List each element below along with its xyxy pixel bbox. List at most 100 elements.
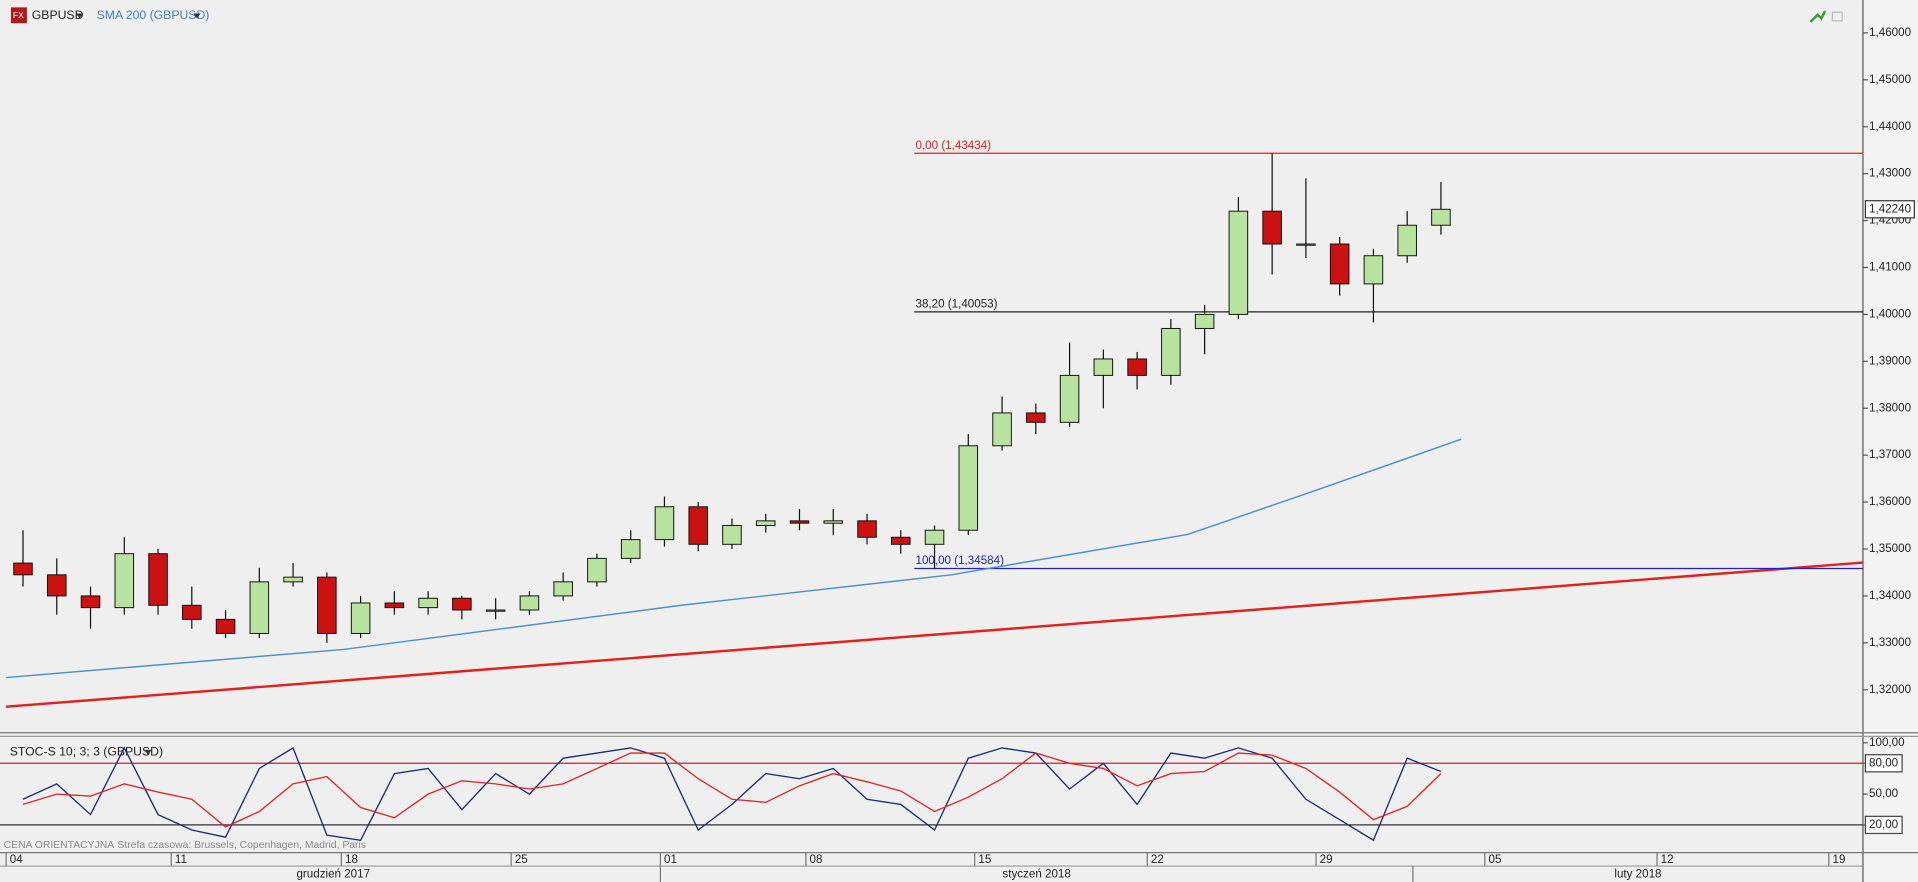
candle-body <box>46 574 67 597</box>
candle-body <box>114 553 135 609</box>
candle-body <box>587 557 607 583</box>
fx-icon-text: FX <box>13 10 24 20</box>
candle-body <box>215 618 236 634</box>
x-tick-label: 29 <box>1320 853 1333 866</box>
month-label: luty 2018 <box>1614 868 1661 881</box>
candle-body <box>283 576 303 583</box>
y-tick-label: 50,00 <box>1869 787 1898 800</box>
fib-level-label: 38,20 (1,40053) <box>916 298 998 311</box>
dropdown-arrow[interactable] <box>193 13 201 19</box>
indicator-label[interactable]: SMA 200 (GBPUSD) <box>97 8 210 22</box>
candle-body <box>80 595 101 609</box>
candle-body <box>823 520 844 524</box>
candle-body <box>1228 210 1249 315</box>
x-tick-label: 04 <box>10 853 23 866</box>
fib-level-label: 100,00 (1,34584) <box>916 554 1005 567</box>
y-tick-label: 100,00 <box>1869 736 1905 749</box>
price-axis-panel <box>1862 0 1918 882</box>
dropdown-arrow[interactable] <box>144 749 152 755</box>
candle-body <box>722 525 742 545</box>
x-tick-label: 19 <box>1833 853 1846 866</box>
y-tick-label: 1,38000 <box>1869 401 1911 414</box>
candle-body <box>620 539 641 559</box>
candle-body <box>1329 243 1350 285</box>
y-tick-label: 1,37000 <box>1869 448 1911 461</box>
candle-body <box>924 529 945 545</box>
y-tick-label: 1,46000 <box>1869 26 1911 39</box>
candle-body <box>148 553 168 606</box>
fx-icon <box>11 7 27 24</box>
candle-body <box>13 562 33 576</box>
y-tick-box <box>1864 754 1903 773</box>
candle-body <box>1161 327 1181 376</box>
candle-body <box>857 520 877 538</box>
month-label: grudzień 2017 <box>296 868 370 881</box>
x-tick-label: 08 <box>810 853 823 866</box>
candle-body <box>891 536 911 545</box>
y-tick-label: 1,44000 <box>1869 120 1911 133</box>
timezone: Strefa czasowa: Brussels, Copenhagen, Ma… <box>117 840 366 851</box>
x-tick-label: 01 <box>664 853 677 866</box>
candle-body <box>452 597 472 611</box>
window-icon[interactable] <box>1831 11 1843 22</box>
candle-body <box>519 595 540 611</box>
trend-icon[interactable] <box>1809 10 1827 23</box>
candle-body <box>1059 374 1080 423</box>
oscillator-line <box>22 746 1442 842</box>
fib-level-label: 0,00 (1,43434) <box>916 139 992 152</box>
y-tick-label: 1,35000 <box>1869 542 1911 555</box>
candle-body <box>182 604 202 620</box>
instrument[interactable]: GBPUSD <box>32 8 84 22</box>
candle-body <box>553 581 573 597</box>
candle-body <box>249 581 270 634</box>
x-tick-label: 15 <box>978 853 991 866</box>
trendline <box>6 561 1864 708</box>
dropdown-arrow[interactable] <box>75 13 84 19</box>
candle-body <box>418 597 438 609</box>
candle-body <box>1127 358 1147 376</box>
candle-body <box>654 506 675 541</box>
x-tick-label: 05 <box>1489 853 1502 866</box>
y-tick-label: 1,45000 <box>1869 73 1911 86</box>
x-tick-label: 12 <box>1661 853 1674 866</box>
y-tick-label: 20,00 <box>1869 818 1898 831</box>
y-tick-label: 1,36000 <box>1869 495 1911 508</box>
candle-body <box>992 412 1012 447</box>
x-tick-label: 18 <box>345 853 358 866</box>
price-type: CENA ORIENTACYJNA <box>4 840 115 851</box>
candle-body <box>1262 210 1282 245</box>
y-tick-label: 1,41000 <box>1869 261 1911 274</box>
candle-body <box>1363 255 1384 285</box>
oscillator-line <box>22 752 1442 828</box>
oscillator-label[interactable]: STOC-S 10; 3; 3 (GBPUSD) <box>10 745 163 759</box>
sma-line <box>6 438 1462 679</box>
last-price-label: 1,42240 <box>1869 202 1911 215</box>
y-tick-label: 1,33000 <box>1869 636 1911 649</box>
candle-body <box>384 602 405 609</box>
y-tick-label: 1,39000 <box>1869 354 1911 367</box>
candle-body <box>958 445 979 531</box>
x-tick-label: 11 <box>175 853 187 866</box>
candle-body <box>1026 412 1046 423</box>
x-tick-label: 22 <box>1151 853 1164 866</box>
candle-body <box>1397 224 1417 257</box>
y-tick-label: 1,34000 <box>1869 589 1911 602</box>
x-tick-label: 25 <box>515 853 528 866</box>
y-tick-label: 1,40000 <box>1869 307 1911 320</box>
candle-body <box>789 520 810 524</box>
y-tick-label: 80,00 <box>1869 756 1898 769</box>
candle-body <box>350 602 371 634</box>
y-tick-label: 1,43000 <box>1869 167 1911 180</box>
candle-body <box>688 506 708 545</box>
y-tick-box <box>1864 815 1903 835</box>
month-label: styczeń 2018 <box>1002 868 1070 881</box>
y-tick-label: 1,32000 <box>1869 683 1911 696</box>
last-price-box <box>1864 200 1915 219</box>
candle-body <box>317 576 337 634</box>
candle-body <box>1093 358 1114 376</box>
candle-body <box>755 520 776 527</box>
candle-body <box>485 609 506 612</box>
